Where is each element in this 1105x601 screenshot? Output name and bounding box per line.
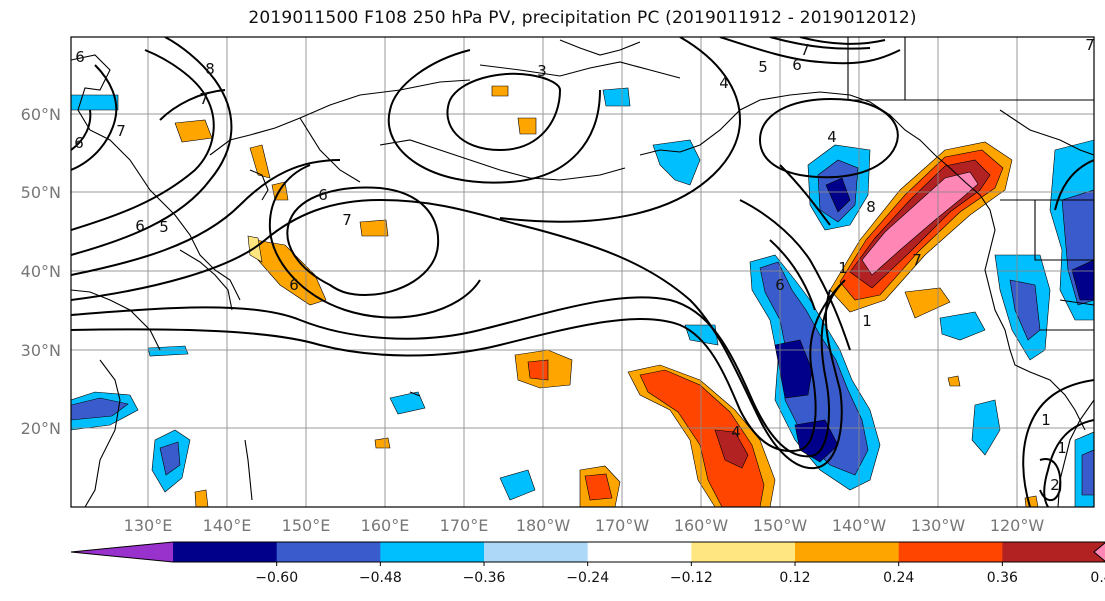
colorbar-segment (691, 542, 796, 562)
contour-label: 2 (1050, 476, 1060, 494)
latitude-labels: 60°N 50°N 40°N 30°N 20°N (21, 105, 61, 438)
lon-label: 160°W (674, 516, 729, 535)
lon-label: 140°W (832, 516, 887, 535)
map-title: 2019011500 F108 250 hPa PV, precipitatio… (248, 8, 917, 28)
contour-label: 1 (1041, 411, 1051, 429)
contour-label: 6 (775, 276, 785, 294)
colorbar-outline (70, 541, 1105, 563)
lon-label: 170°E (440, 516, 489, 535)
map-background (71, 37, 1094, 507)
positive-anomaly-peak (861, 171, 979, 276)
lon-label: 120°W (990, 516, 1045, 535)
lon-label: 170°W (595, 516, 650, 535)
contour-label: 5 (758, 58, 768, 76)
lon-label: 130°W (911, 516, 966, 535)
contour-label: 4 (731, 423, 741, 441)
contour-label: 6 (289, 276, 299, 294)
lon-label: 150°W (753, 516, 808, 535)
lon-label: 180°W (516, 516, 571, 535)
colorbar-tick-label: 0.48 (1090, 570, 1105, 586)
colorbar-segment (898, 542, 1003, 562)
longitude-labels: 130°E 140°E 150°E 160°E 170°E 180°W 170°… (124, 516, 1045, 535)
colorbar-segment (587, 542, 692, 562)
contour-label: 5 (159, 218, 169, 236)
colorbar-segment (795, 542, 900, 562)
colorbar-tick-label: 0.12 (779, 570, 810, 586)
colorbar-tick-label: −0.60 (255, 570, 298, 586)
contour-label: 7 (342, 211, 352, 229)
lat-label: 50°N (21, 183, 61, 202)
coastlines (71, 37, 1094, 507)
contour-label: 1 (1057, 439, 1067, 457)
colorbar-tick-label: −0.48 (359, 570, 402, 586)
contour-label: 7 (199, 90, 209, 108)
lat-label: 60°N (21, 105, 61, 124)
contour-label: 7 (800, 41, 810, 59)
lat-label: 20°N (21, 419, 61, 438)
colorbar-segment (484, 542, 589, 562)
pv-contours (71, 37, 1094, 507)
colorbar-segment (1002, 542, 1105, 562)
contour-label: 4 (719, 74, 729, 92)
contour-label: 6 (318, 186, 328, 204)
colorbar-tick-label: −0.36 (463, 570, 506, 586)
colorbar-extension-low (71, 542, 174, 562)
colorbar-segment (276, 542, 381, 562)
colorbar-tick-label: −0.24 (566, 570, 609, 586)
colorbar-extension-high (1094, 542, 1105, 562)
contour-label: 7 (912, 251, 922, 269)
colorbar-tick-label: −0.12 (670, 570, 713, 586)
colorbar-tick-label: 0.36 (987, 570, 1018, 586)
contour-label: 4 (827, 128, 837, 146)
lon-label: 140°E (203, 516, 252, 535)
lat-label: 40°N (21, 262, 61, 281)
contour-label: 1 (838, 259, 848, 277)
lon-label: 160°E (361, 516, 410, 535)
contour-label: 7 (116, 122, 126, 140)
lat-label: 30°N (21, 341, 61, 360)
lon-label: 130°E (124, 516, 173, 535)
lon-label: 150°E (282, 516, 331, 535)
contour-labels: 6 8 7 7 6 5 6 7 6 7 3 4 5 6 7 4 6 6 4 8 … (74, 36, 1095, 494)
contour-label: 6 (135, 217, 145, 235)
contour-label: 6 (792, 56, 802, 74)
contour-label: 1 (862, 312, 872, 330)
colorbar-segment (380, 542, 485, 562)
colorbar-tick-label: 0.24 (883, 570, 914, 586)
contour-label: 7 (1085, 36, 1095, 54)
contour-label: 6 (75, 48, 85, 66)
contour-label: 8 (866, 198, 876, 216)
contour-label: 8 (205, 60, 215, 78)
gridlines (71, 37, 1094, 507)
map-frame (70, 36, 1095, 508)
contour-label: 3 (537, 62, 547, 80)
colorbar-segment (173, 542, 278, 562)
colorbar: −0.60 −0.48 −0.36 −0.24 −0.12 0.12 0.24 0.36 0.4… (70, 541, 1105, 586)
contour-label: 6 (74, 134, 84, 152)
